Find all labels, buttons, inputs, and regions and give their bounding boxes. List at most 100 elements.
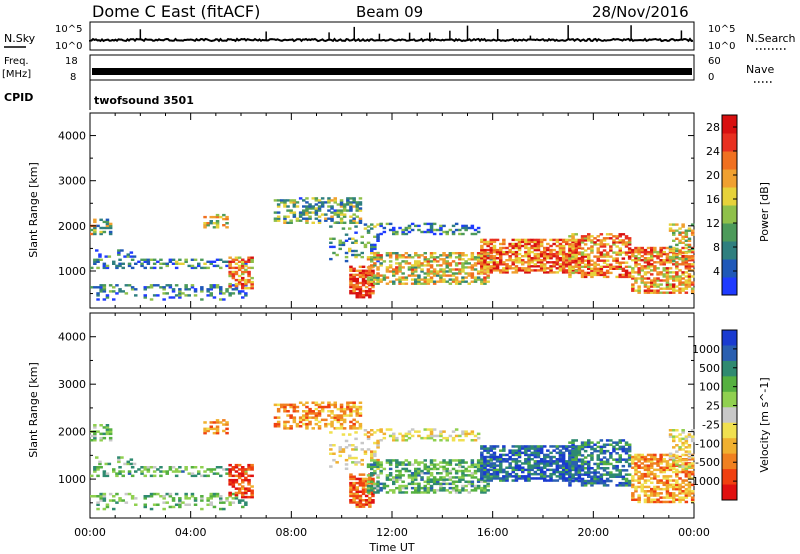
power-cell: [162, 288, 166, 291]
power-cell: [187, 288, 191, 291]
velocity-cell: [105, 472, 110, 475]
velocity-cell: [627, 464, 632, 468]
velocity-cell: [149, 495, 154, 498]
power-cell: [656, 279, 660, 282]
velocity-cell: [583, 471, 588, 474]
power-cell: [605, 275, 610, 279]
power-cell: [333, 199, 337, 202]
velocity-cell: [203, 429, 207, 433]
velocity-cell: [197, 472, 201, 475]
power-cell: [349, 269, 353, 272]
velocity-cell: [568, 484, 572, 487]
velocity-cell: [467, 482, 471, 486]
power-cell: [495, 267, 500, 270]
power-cell: [442, 268, 446, 271]
power-cell: [492, 263, 497, 266]
power-cell: [212, 226, 217, 229]
power-cell: [483, 265, 487, 268]
power-cell: [231, 284, 236, 287]
velocity-cell: [352, 501, 356, 504]
velocity-cell: [643, 500, 648, 504]
power-cell: [624, 275, 629, 279]
power-cell: [102, 284, 107, 287]
power-cell: [571, 253, 575, 256]
velocity-cell: [505, 479, 509, 482]
power-cell: [228, 270, 232, 274]
power-cell: [273, 199, 278, 202]
power-cell: [193, 294, 198, 297]
power-cell: [241, 290, 245, 293]
power-cell: [590, 273, 594, 277]
power-cell: [231, 266, 236, 270]
power-cell: [621, 275, 626, 279]
velocity-cell: [162, 470, 166, 473]
velocity-cell: [127, 470, 132, 473]
power-cell: [684, 275, 689, 278]
power-cell: [549, 271, 553, 274]
velocity-cell: [146, 495, 151, 498]
power-cell: [414, 252, 418, 255]
velocity-cell: [168, 466, 173, 469]
velocity-cell: [317, 412, 322, 415]
velocity-cell: [665, 496, 670, 499]
velocity-cell: [627, 462, 632, 466]
power-cell: [609, 271, 613, 275]
power-cell: [555, 261, 560, 264]
velocity-cell: [530, 458, 534, 461]
power-cell: [643, 273, 648, 276]
power-cell: [656, 267, 660, 270]
power-cell: [473, 258, 478, 261]
velocity-cell: [621, 439, 626, 442]
power-cell: [561, 255, 566, 258]
nsky-trace: [89, 25, 694, 43]
velocity-cell: [193, 466, 198, 469]
velocity-cell: [665, 487, 670, 491]
power-cell: [228, 260, 232, 263]
velocity-cell: [514, 445, 519, 448]
velocity-cell: [423, 463, 427, 466]
velocity-cell: [162, 501, 166, 504]
power-cell: [495, 263, 500, 266]
power-cell: [143, 294, 147, 297]
velocity-cell: [329, 431, 333, 434]
power-cell: [480, 269, 484, 272]
velocity-cell: [653, 500, 657, 504]
velocity-cell: [596, 464, 600, 468]
power-cell: [209, 262, 213, 265]
power-cell: [311, 205, 315, 208]
power-cell: [577, 245, 582, 248]
power-cell: [458, 228, 462, 232]
velocity-cell: [407, 482, 412, 486]
power-cell: [373, 258, 377, 261]
velocity-cell: [429, 472, 434, 475]
power-cell: [228, 256, 232, 259]
power-cell: [596, 259, 600, 262]
velocity-cell: [219, 495, 223, 498]
velocity-cell: [634, 453, 638, 457]
velocity-cell: [543, 472, 547, 476]
velocity-cell: [244, 501, 248, 504]
power-cell: [489, 242, 493, 246]
velocity-cell: [678, 456, 682, 460]
power-cell: [379, 222, 383, 226]
power-cell: [653, 261, 657, 264]
power-cell: [352, 283, 356, 287]
velocity-cell: [687, 435, 692, 438]
velocity-cell: [225, 497, 229, 500]
velocity-cell: [292, 405, 297, 409]
velocity-cell: [637, 458, 641, 461]
power-cell: [668, 287, 673, 290]
power-cell: [571, 247, 575, 250]
velocity-cell: [668, 479, 673, 482]
power-cell: [401, 276, 405, 279]
power-cell: [678, 233, 682, 236]
velocity-cell: [228, 483, 232, 486]
velocity-cell: [480, 447, 484, 450]
power-cell: [517, 242, 522, 246]
velocity-cell: [368, 475, 372, 478]
power-cell: [627, 275, 632, 279]
velocity-cell: [346, 403, 350, 407]
velocity-cell: [605, 458, 610, 461]
velocity-cell: [429, 428, 434, 431]
power-cell: [690, 265, 695, 268]
